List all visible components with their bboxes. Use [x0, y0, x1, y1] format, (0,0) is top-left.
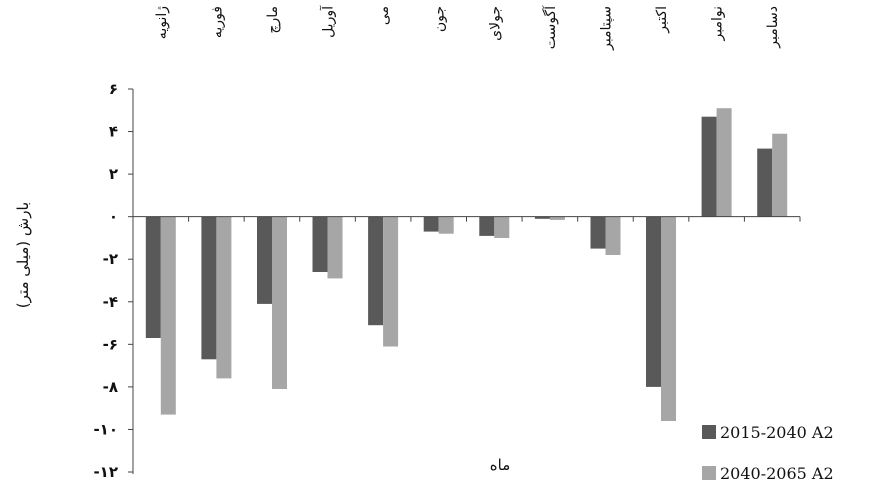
bars-group — [145, 108, 788, 421]
y-tick-label: -۲ — [103, 250, 118, 268]
bar-s1-1 — [145, 216, 161, 338]
y-tick-label: -۱۲ — [93, 463, 118, 481]
y-tick-label: ۴ — [109, 123, 118, 141]
category-label: دسامبر — [765, 6, 781, 49]
category-label: نوامبر — [710, 6, 726, 41]
bar-s2-2 — [216, 216, 232, 379]
bar-s1-4 — [312, 216, 328, 272]
bar-s1-11 — [701, 116, 717, 217]
legend-label-2040-2065: 2040-2065 A2 — [720, 464, 834, 483]
category-label: سپتامبر — [599, 6, 615, 51]
bar-s2-4 — [327, 216, 343, 279]
category-label: جولای — [487, 6, 503, 41]
category-label: ژانویه — [154, 6, 170, 39]
axes-group — [128, 88, 801, 474]
bar-s1-7 — [479, 216, 495, 236]
legend-label-2015-2040: 2015-2040 A2 — [720, 423, 834, 442]
category-label: اکتبر — [654, 6, 670, 34]
y-tick-label: ۰ — [109, 208, 118, 226]
bar-s1-2 — [201, 216, 217, 360]
bar-s1-9 — [590, 216, 606, 249]
y-tick-label: ۲ — [109, 165, 118, 183]
y-tick-labels: ۶ ۴ ۲ ۰ -۲ -۴ -۶ -۸ -۱۰ -۱۲ — [93, 80, 118, 481]
category-labels: ژانویه فوریه مارچ آوریل می جون جولای آگوست سپتام… — [154, 5, 781, 51]
bar-s2-7 — [494, 216, 510, 238]
category-label: مارچ — [265, 6, 281, 34]
x-axis-title: ماه — [490, 456, 510, 474]
bar-s2-9 — [605, 216, 621, 255]
bar-s1-6 — [423, 216, 439, 232]
legend: 2015-2040 A2 2040-2065 A2 — [702, 423, 834, 483]
y-tick-label: ۶ — [109, 80, 118, 98]
y-tick-label: -۱۰ — [93, 420, 118, 438]
bar-s1-3 — [257, 216, 272, 304]
bar-s1-8 — [534, 216, 550, 219]
bar-s2-5 — [383, 216, 399, 347]
y-tick-label: -۴ — [103, 293, 118, 311]
bar-s2-1 — [160, 216, 176, 415]
bar-s2-8 — [549, 216, 565, 220]
category-label: می — [376, 6, 392, 25]
bar-s2-3 — [272, 216, 287, 389]
y-tick-label: -۶ — [103, 335, 118, 353]
bar-s2-12 — [772, 133, 788, 217]
legend-swatch-2015-2040 — [702, 425, 716, 439]
category-label: آوریل — [320, 5, 337, 38]
bar-s2-6 — [438, 216, 454, 234]
bar-s1-10 — [646, 216, 661, 387]
bar-s1-5 — [368, 216, 384, 326]
legend-swatch-2040-2065 — [702, 466, 716, 480]
bar-s2-11 — [716, 108, 732, 217]
category-label: آگوست — [542, 5, 559, 49]
category-label: فوریه — [209, 6, 225, 38]
category-label: جون — [432, 6, 448, 32]
bar-s2-10 — [661, 216, 676, 421]
bar-s1-12 — [757, 148, 773, 217]
y-axis-title: بارش (میلی متر) — [14, 202, 32, 308]
y-tick-label: -۸ — [103, 378, 118, 396]
